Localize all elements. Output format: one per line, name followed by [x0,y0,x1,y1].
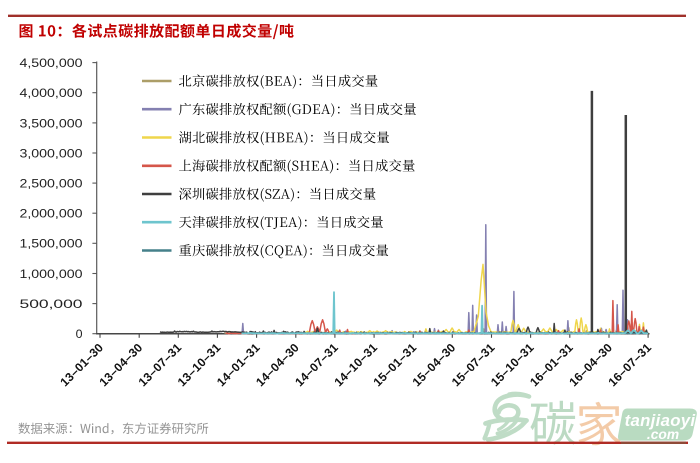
svg-text:3,500,000: 3,500,000 [20,116,83,130]
svg-text:.com: .com [647,427,679,442]
svg-text:2,500,000: 2,500,000 [20,177,83,191]
svg-text:3,000,000: 3,000,000 [20,146,83,160]
svg-text:500,000: 500,000 [20,297,83,311]
svg-text:2,000,000: 2,000,000 [20,207,83,221]
svg-text:4,500,000: 4,500,000 [20,56,83,70]
svg-text:1,500,000: 1,500,000 [20,237,83,251]
svg-text:4,000,000: 4,000,000 [20,86,83,100]
svg-text:tanjiaoyi: tanjiaoyi [625,411,696,430]
svg-text:0: 0 [76,327,83,341]
svg-text:1,000,000: 1,000,000 [20,267,83,281]
